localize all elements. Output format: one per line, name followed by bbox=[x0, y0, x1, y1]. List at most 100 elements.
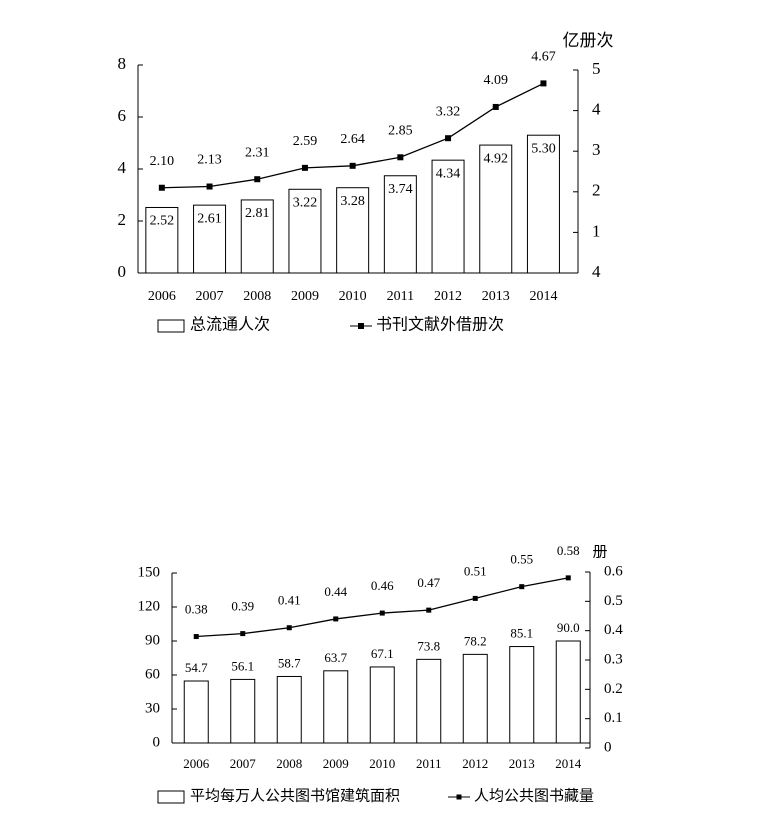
y-tick-label: 8 bbox=[118, 54, 127, 73]
y2-unit: 册 bbox=[592, 544, 607, 560]
marker bbox=[286, 625, 292, 631]
value-label: 56.1 bbox=[231, 658, 254, 673]
legend-label: 书刊文献外借册次 bbox=[376, 316, 504, 334]
y2-tick-label: 4 bbox=[592, 100, 601, 119]
bar bbox=[383, 175, 417, 274]
x-tick-label: 2014 bbox=[529, 289, 557, 304]
y-tick-label: 0 bbox=[118, 262, 127, 281]
value-label: 2.13 bbox=[197, 153, 222, 168]
legend-label: 总流通人次 bbox=[190, 316, 270, 334]
legend-marker bbox=[456, 794, 462, 800]
marker bbox=[445, 135, 452, 142]
value-label: 4.09 bbox=[484, 73, 509, 88]
x-tick-label: 2013 bbox=[482, 289, 510, 304]
y2-tick-label: 0.6 bbox=[604, 563, 623, 579]
value-label: 0.39 bbox=[231, 599, 254, 614]
x-tick-label: 2013 bbox=[509, 756, 535, 771]
y-tick-label: 0 bbox=[153, 734, 161, 750]
y-tick-label: 120 bbox=[138, 598, 161, 614]
marker bbox=[333, 616, 339, 622]
x-tick-label: 2009 bbox=[291, 289, 319, 304]
x-tick-label: 2014 bbox=[555, 756, 582, 771]
marker bbox=[472, 595, 478, 601]
bar bbox=[288, 188, 322, 274]
y2-tick-label: 1 bbox=[592, 221, 601, 240]
bar bbox=[276, 675, 302, 744]
value-label: 2.31 bbox=[245, 145, 270, 160]
value-label: 78.2 bbox=[464, 633, 487, 648]
bar bbox=[336, 187, 370, 274]
y-tick-label: 60 bbox=[145, 666, 160, 682]
marker bbox=[193, 634, 199, 640]
x-tick-label: 2012 bbox=[462, 756, 488, 771]
value-label: 63.7 bbox=[324, 650, 347, 665]
marker bbox=[254, 176, 261, 183]
y-tick-label: 90 bbox=[145, 632, 160, 648]
value-label: 0.44 bbox=[324, 584, 347, 599]
value-label: 3.32 bbox=[436, 104, 461, 119]
marker bbox=[349, 162, 356, 169]
bar bbox=[230, 678, 256, 744]
y2-tick-label: 5 bbox=[592, 59, 601, 78]
marker bbox=[240, 631, 246, 637]
y2-tick-label: 2 bbox=[592, 181, 601, 200]
value-label: 3.74 bbox=[388, 182, 413, 197]
y2-unit: 亿册次 bbox=[563, 31, 614, 50]
value-label: 4.34 bbox=[436, 166, 461, 181]
value-label: 85.1 bbox=[510, 626, 533, 641]
value-label: 2.10 bbox=[150, 154, 175, 169]
value-label: 5.30 bbox=[531, 141, 556, 156]
x-tick-label: 2012 bbox=[434, 289, 462, 304]
value-label: 0.47 bbox=[417, 575, 440, 590]
marker bbox=[540, 80, 547, 87]
value-label: 73.8 bbox=[417, 638, 440, 653]
value-label: 4.92 bbox=[484, 151, 509, 166]
legend-marker bbox=[358, 323, 364, 329]
bar bbox=[416, 658, 442, 744]
x-tick-label: 2011 bbox=[416, 756, 442, 771]
value-label: 67.1 bbox=[371, 646, 394, 661]
bar bbox=[431, 159, 465, 274]
value-label: 3.22 bbox=[293, 195, 318, 210]
value-label: 3.28 bbox=[340, 194, 365, 209]
value-label: 0.38 bbox=[185, 602, 208, 617]
y2-tick-label: 0.4 bbox=[604, 622, 623, 638]
x-tick-label: 2009 bbox=[323, 756, 349, 771]
bar bbox=[462, 653, 488, 744]
bar bbox=[323, 670, 349, 744]
bar bbox=[193, 204, 227, 274]
x-tick-label: 2008 bbox=[243, 289, 271, 304]
value-label: 0.58 bbox=[557, 543, 580, 558]
marker bbox=[426, 607, 432, 613]
y2-tick-label: 0.2 bbox=[604, 681, 623, 697]
x-tick-label: 2011 bbox=[387, 289, 414, 304]
y2-tick-label: 0.5 bbox=[604, 593, 623, 609]
x-tick-label: 2006 bbox=[183, 756, 210, 771]
value-label: 4.67 bbox=[531, 50, 556, 65]
y-tick-label: 4 bbox=[118, 158, 127, 177]
legend-swatch bbox=[157, 790, 185, 804]
value-label: 2.59 bbox=[293, 134, 318, 149]
value-label: 90.0 bbox=[557, 620, 580, 635]
value-label: 2.52 bbox=[150, 214, 175, 229]
y-tick-label: 2 bbox=[118, 210, 127, 229]
value-label: 0.46 bbox=[371, 578, 394, 593]
marker bbox=[519, 584, 525, 590]
y-tick-label: 6 bbox=[118, 106, 127, 125]
value-label: 54.7 bbox=[185, 660, 208, 675]
x-tick-label: 2010 bbox=[339, 289, 367, 304]
y2-tick-label: 3 bbox=[592, 140, 601, 159]
marker bbox=[301, 164, 308, 171]
x-tick-label: 2007 bbox=[230, 756, 257, 771]
legend-swatch bbox=[157, 319, 185, 333]
y2-tick-label: 0 bbox=[604, 739, 612, 755]
value-label: 0.41 bbox=[278, 593, 301, 608]
marker bbox=[206, 183, 213, 190]
y2-tick-label: 0.1 bbox=[604, 710, 623, 726]
x-tick-label: 2007 bbox=[196, 289, 224, 304]
marker bbox=[565, 575, 571, 581]
bar bbox=[369, 666, 395, 744]
value-label: 2.64 bbox=[340, 132, 365, 147]
bar bbox=[555, 640, 581, 744]
